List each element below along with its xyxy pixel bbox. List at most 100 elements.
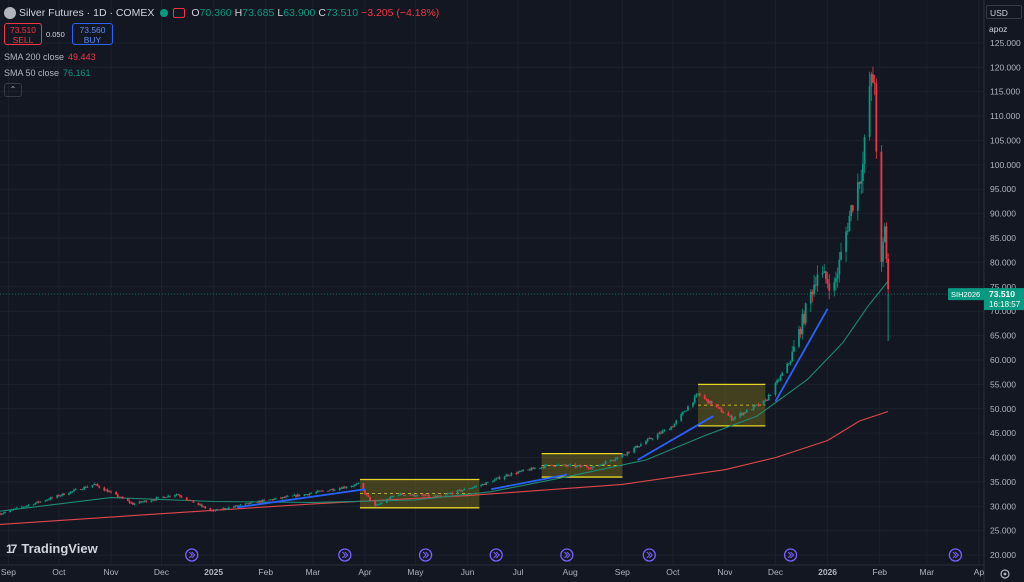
candle-body bbox=[391, 496, 393, 498]
event-marker-icon[interactable] bbox=[948, 548, 963, 562]
candle-body bbox=[212, 510, 215, 511]
candle-body bbox=[633, 447, 636, 453]
candle-body bbox=[767, 394, 770, 401]
x-tick-label: Oct bbox=[666, 567, 680, 577]
candle-body bbox=[165, 497, 168, 499]
event-marker-icon[interactable] bbox=[560, 548, 574, 562]
moving-averages bbox=[0, 280, 889, 525]
candle-body bbox=[204, 506, 207, 509]
candle-body bbox=[769, 394, 772, 396]
indicator-sma200[interactable]: SMA 200 close 49.443 bbox=[4, 52, 96, 62]
x-tick-label: Dec bbox=[768, 567, 784, 577]
event-marker-icon[interactable] bbox=[418, 548, 433, 562]
event-marker-icon[interactable] bbox=[338, 548, 352, 562]
candle-body bbox=[303, 494, 306, 496]
scale-menu[interactable]: apoz bbox=[989, 24, 1008, 34]
event-marker-icon[interactable] bbox=[185, 548, 199, 562]
candle-body bbox=[544, 464, 546, 468]
candle-body bbox=[564, 464, 567, 466]
y-tick-label: 45.000 bbox=[990, 428, 1016, 438]
candle-body bbox=[532, 467, 535, 469]
candle-body bbox=[764, 400, 767, 401]
candle-body bbox=[872, 74, 874, 83]
event-marker-icon[interactable] bbox=[642, 548, 656, 562]
y-tick-label: 70.000 bbox=[990, 306, 1016, 316]
candle-body bbox=[328, 490, 331, 491]
event-markers[interactable] bbox=[185, 548, 963, 562]
event-circle bbox=[642, 548, 656, 562]
buy-button[interactable]: 73.560 BUY bbox=[72, 23, 113, 45]
sma200-value: 49.443 bbox=[68, 52, 96, 62]
y-tick-label: 55.000 bbox=[990, 379, 1016, 389]
candle-body bbox=[140, 501, 143, 503]
candle-body bbox=[475, 485, 477, 487]
candle-body bbox=[236, 505, 239, 507]
collapse-indicators-button[interactable]: ⌃ bbox=[4, 83, 22, 97]
event-marker-icon[interactable] bbox=[783, 548, 798, 562]
candle-body bbox=[317, 490, 319, 492]
candle-body bbox=[367, 494, 370, 497]
event-circle bbox=[185, 548, 199, 562]
candle-body bbox=[34, 502, 37, 505]
candle-body bbox=[187, 499, 190, 501]
candle-body bbox=[338, 488, 341, 490]
time-axis[interactable]: Sep Oct Nov Dec 2025 Feb Mar Apr May Jun Jul Aug Sep… bbox=[0, 564, 984, 577]
event-circle bbox=[489, 548, 503, 562]
silver-logo-icon bbox=[4, 7, 16, 19]
x-tick-label: Nov bbox=[717, 567, 733, 577]
candle-body bbox=[350, 486, 353, 488]
candle-body bbox=[451, 492, 454, 495]
event-circle bbox=[560, 548, 574, 562]
symbol-title[interactable]: Silver Futures · 1D · COMEX bbox=[19, 7, 155, 19]
settings-gear-icon[interactable] bbox=[1000, 569, 1010, 579]
y-tick-label: 50.000 bbox=[990, 404, 1016, 414]
low-value: 63.900 bbox=[283, 7, 316, 19]
candle-body bbox=[503, 476, 506, 480]
candle-body bbox=[613, 460, 615, 461]
y-tick-label: 115.000 bbox=[990, 87, 1020, 97]
candle-body bbox=[565, 465, 568, 467]
y-tick-label: 35.000 bbox=[990, 477, 1016, 487]
market-status-icon bbox=[160, 9, 169, 17]
candle-body bbox=[375, 504, 378, 506]
candle-body bbox=[296, 494, 299, 497]
candle-body bbox=[639, 444, 642, 447]
sell-button[interactable]: 73.510 SELL bbox=[4, 23, 42, 45]
y-tick-label: 80.000 bbox=[990, 257, 1016, 267]
candle-body bbox=[232, 506, 235, 508]
candle-body bbox=[554, 466, 556, 468]
candle-body bbox=[273, 498, 276, 500]
candle-body bbox=[801, 314, 804, 335]
candle-body bbox=[399, 493, 402, 496]
event-arrows bbox=[341, 551, 349, 559]
candle-body bbox=[468, 488, 471, 490]
y-tick-label: 120.000 bbox=[990, 62, 1021, 72]
currency-select[interactable]: USD bbox=[986, 5, 1022, 19]
candle-body bbox=[875, 84, 878, 152]
candle-body bbox=[481, 483, 484, 485]
event-marker-icon[interactable] bbox=[489, 548, 503, 562]
candle-body bbox=[293, 494, 296, 496]
candle-body bbox=[152, 500, 154, 501]
candle-body bbox=[673, 423, 676, 428]
candle-body bbox=[269, 499, 272, 501]
candle-body bbox=[94, 484, 97, 485]
price-tag-bg bbox=[984, 288, 1024, 311]
candle-body bbox=[63, 493, 65, 496]
candle-body bbox=[274, 497, 277, 499]
candle-body bbox=[133, 503, 136, 505]
candle-body bbox=[268, 499, 271, 501]
candle-body bbox=[589, 468, 592, 470]
y-tick-label: 85.000 bbox=[990, 233, 1016, 243]
candle-body bbox=[138, 501, 141, 504]
indicator-sma50[interactable]: SMA 50 close 76.161 bbox=[4, 68, 91, 78]
symbol-header[interactable]: Silver Futures · 1D · COMEX O 70.360 H 73.… bbox=[4, 5, 439, 21]
candle-body bbox=[73, 489, 75, 492]
tradingview-logo[interactable]: 17 TradingView bbox=[6, 541, 98, 556]
candle-body bbox=[473, 486, 476, 488]
candle-body bbox=[496, 477, 499, 479]
candle-body bbox=[483, 483, 486, 485]
candle-body bbox=[222, 508, 225, 510]
candle-body bbox=[591, 467, 593, 469]
